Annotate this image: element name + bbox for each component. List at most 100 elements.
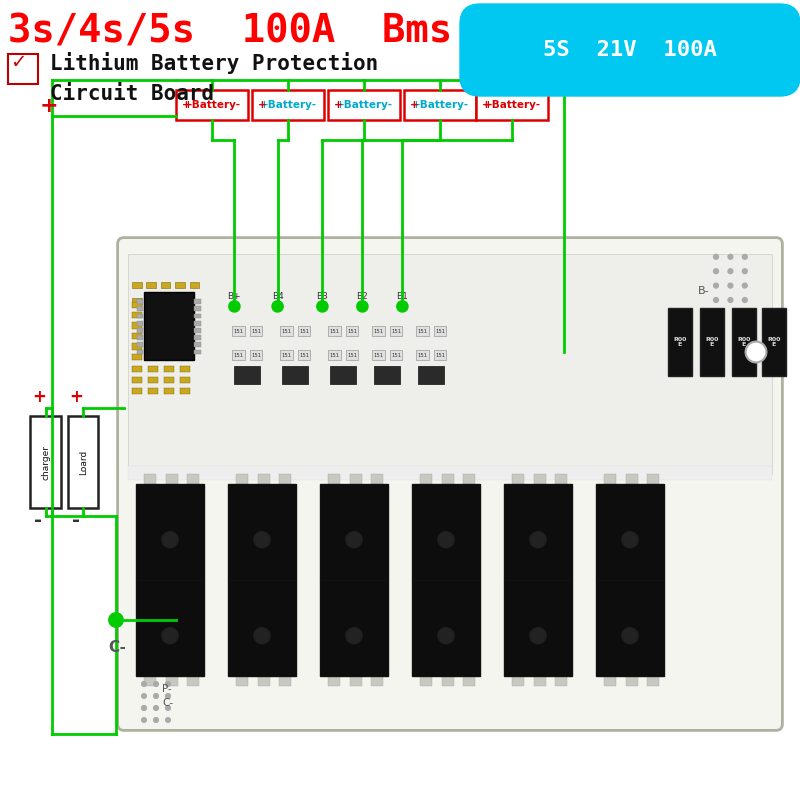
Bar [442, 580, 454, 590]
Bar [732, 308, 756, 376]
Circle shape [109, 613, 123, 627]
Bar [194, 342, 201, 347]
Circle shape [728, 269, 733, 274]
Bar [258, 580, 270, 590]
Bar [416, 350, 429, 360]
Text: -: - [34, 510, 42, 530]
Bar [136, 484, 204, 580]
Bar [187, 676, 199, 686]
Bar [320, 484, 388, 580]
Text: B+: B+ [227, 291, 242, 301]
Bar [320, 580, 388, 676]
Bar [187, 580, 199, 590]
Bar [476, 90, 548, 120]
Circle shape [166, 682, 170, 686]
Text: 151: 151 [330, 353, 339, 358]
Bar [146, 298, 156, 304]
Circle shape [728, 254, 733, 259]
Text: charger: charger [41, 445, 50, 479]
Bar [504, 580, 572, 676]
Bar [136, 580, 204, 676]
Bar [463, 676, 475, 686]
Bar [350, 570, 362, 580]
Bar [144, 676, 156, 686]
Bar [512, 676, 524, 686]
Bar [463, 570, 475, 580]
Bar [194, 335, 201, 340]
Bar [232, 350, 245, 360]
Bar [346, 326, 358, 336]
Bar [161, 282, 170, 288]
Bar [68, 416, 98, 508]
Text: B-: B- [570, 65, 586, 79]
Bar [194, 299, 201, 304]
Bar [175, 298, 185, 304]
Bar [534, 570, 546, 580]
Bar [144, 580, 156, 590]
Bar [350, 580, 362, 590]
Bar [420, 474, 432, 484]
Text: 151: 151 [299, 329, 309, 334]
Text: 151: 151 [299, 353, 309, 358]
Bar [700, 308, 724, 376]
Bar [228, 484, 296, 580]
Bar [175, 282, 185, 288]
Text: 151: 151 [330, 329, 339, 334]
Circle shape [154, 718, 158, 722]
Bar [463, 474, 475, 484]
Bar [512, 570, 524, 580]
Bar [442, 474, 454, 484]
Bar [132, 282, 142, 288]
Bar [176, 90, 248, 120]
Bar [604, 474, 616, 484]
Circle shape [714, 269, 718, 274]
Text: 151: 151 [418, 329, 427, 334]
Bar [194, 321, 201, 326]
Bar [190, 282, 199, 288]
Bar [328, 326, 341, 336]
Bar [132, 343, 142, 350]
Bar [132, 377, 142, 383]
Bar [132, 354, 142, 360]
FancyBboxPatch shape [118, 238, 782, 730]
Text: C-: C- [108, 640, 126, 655]
Text: P-: P- [162, 684, 172, 694]
Circle shape [728, 283, 733, 288]
Bar [128, 466, 772, 480]
Bar [412, 484, 480, 580]
Bar [328, 474, 340, 484]
Bar [148, 377, 158, 383]
Bar [132, 312, 142, 318]
Text: R00
E: R00 E [738, 337, 750, 347]
Circle shape [162, 532, 178, 548]
Bar [371, 580, 383, 590]
Text: 151: 151 [347, 329, 357, 334]
Bar [647, 580, 659, 590]
Bar [180, 366, 190, 372]
Bar [258, 676, 270, 686]
Bar [555, 676, 567, 686]
Bar [442, 676, 454, 686]
Bar [280, 326, 293, 336]
Bar [328, 570, 340, 580]
Bar [187, 570, 199, 580]
Bar [148, 366, 158, 372]
Bar [132, 333, 142, 339]
Bar [194, 350, 201, 354]
Bar [280, 350, 293, 360]
Circle shape [742, 269, 747, 274]
Circle shape [166, 706, 170, 710]
Bar [166, 580, 178, 590]
Circle shape [154, 694, 158, 698]
Bar [534, 676, 546, 686]
Bar [282, 366, 308, 384]
Circle shape [530, 532, 546, 548]
Text: Lithium Battery Protection: Lithium Battery Protection [50, 52, 378, 74]
Circle shape [162, 628, 178, 644]
Text: R00
E: R00 E [674, 337, 686, 347]
Text: +: + [410, 100, 418, 110]
Text: -: - [72, 510, 80, 530]
Circle shape [348, 594, 360, 606]
Bar [404, 90, 476, 120]
Text: 151: 151 [391, 329, 401, 334]
